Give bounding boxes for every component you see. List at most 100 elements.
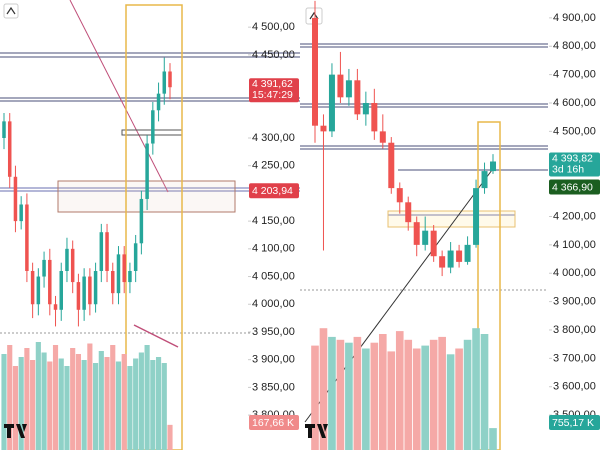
candle-body [447,250,454,268]
volume-bar [345,342,353,450]
last-price-label: 4 393,82 [552,152,593,164]
candle-body [405,202,412,223]
candle-body [168,71,172,88]
volume-label: 755,17 K [552,417,594,429]
candle-body [76,282,81,310]
volume-bar [167,424,173,450]
y-tick-label: 4 700,00 [553,69,596,81]
marker-price-box [549,179,600,195]
volume-bar [404,339,413,450]
candle-body [320,125,327,132]
y-tick-label: 4 050,00 [252,270,295,282]
volume-bar [395,331,404,450]
candle-body [328,74,335,132]
volume-bar [455,348,463,450]
volume-bar [87,343,93,450]
y-tick-label: 4 300,00 [252,132,295,144]
volume-bar [52,345,59,450]
volume-bar [1,354,7,450]
volume-bar [429,339,438,450]
candle-body [379,131,386,143]
candle-body [53,304,58,310]
y-tick-label: 4 150,00 [252,215,295,227]
volume-bar [30,360,36,450]
volume-bar [127,366,133,450]
volume-bar [489,428,497,450]
volume-bar [138,352,144,450]
y-tick-label: 4 450,00 [252,49,295,61]
candle-body [88,276,92,305]
last-price-box [249,78,299,103]
y-tick-label: 4 500,00 [553,125,596,137]
candle-body [59,270,63,310]
y-tick-label: 4 100,00 [252,243,295,255]
volume-bar [104,357,110,450]
candle-body [48,259,52,305]
marker-price-box [249,183,299,199]
volume-bar [336,339,345,450]
volume-bar [480,334,489,450]
candle-body [36,276,41,305]
candle-body [396,188,403,203]
candle-body [362,102,369,115]
volume-bar [311,345,319,450]
volume-bar [24,348,30,450]
candle-body [111,270,115,294]
volume-bar [412,348,421,450]
volume-bar [421,345,430,450]
volume-label-box [549,415,600,430]
volume-bar [121,354,127,450]
volume-bar [47,361,53,450]
candle-body [19,204,23,222]
candle-body [133,243,138,271]
volume-bar [93,363,99,450]
volume-bar [155,357,162,450]
volume-bar [58,358,64,450]
volume-bar [98,351,104,450]
candle-body [439,256,446,268]
candle-body [13,176,18,222]
candle-body [145,143,149,199]
candle-body [490,161,496,172]
candle-body [42,259,46,277]
y-tick-label: 3 900,00 [553,296,596,308]
y-tick-label: 3 900,00 [252,354,295,366]
candle-body [464,244,471,262]
volume-bar [438,336,446,450]
y-tick-label: 3 850,00 [252,381,295,393]
volume-bar [472,328,480,450]
volume-bar [362,348,370,450]
candle-body [7,121,12,177]
last-price-label: 4 391,62 [252,78,293,90]
countdown-label: 3d 16h [552,163,584,175]
candle-body [105,232,109,271]
candle-body [70,248,75,283]
volume-bar [446,354,455,450]
y-tick-label: 4 000,00 [553,267,596,279]
candle-body [481,171,488,189]
volume-bar [144,345,150,450]
y-tick-label: 3 700,00 [553,352,596,364]
volume-bar [370,342,379,450]
volume-bar [463,339,472,450]
y-tick-label: 4 250,00 [252,160,295,172]
candle-body [456,250,463,262]
countdown-label: 15:47:29 [252,89,293,101]
candle-body [151,110,155,144]
volume-bar [75,354,81,450]
volume-bar [18,357,24,450]
volume-bar [133,358,139,450]
y-tick-label: 3 950,00 [252,326,295,338]
y-tick-label: 4 800,00 [553,40,596,52]
volume-bar [110,345,116,450]
volume-bar [81,360,87,450]
y-tick-label: 3 600,00 [553,381,596,393]
marker-price-label: 4 366,90 [552,181,593,193]
candle-body [116,254,121,294]
y-tick-label: 4 500,00 [252,21,295,33]
candle-body [345,80,352,98]
candle-body [2,121,6,138]
candle-body [312,17,318,126]
